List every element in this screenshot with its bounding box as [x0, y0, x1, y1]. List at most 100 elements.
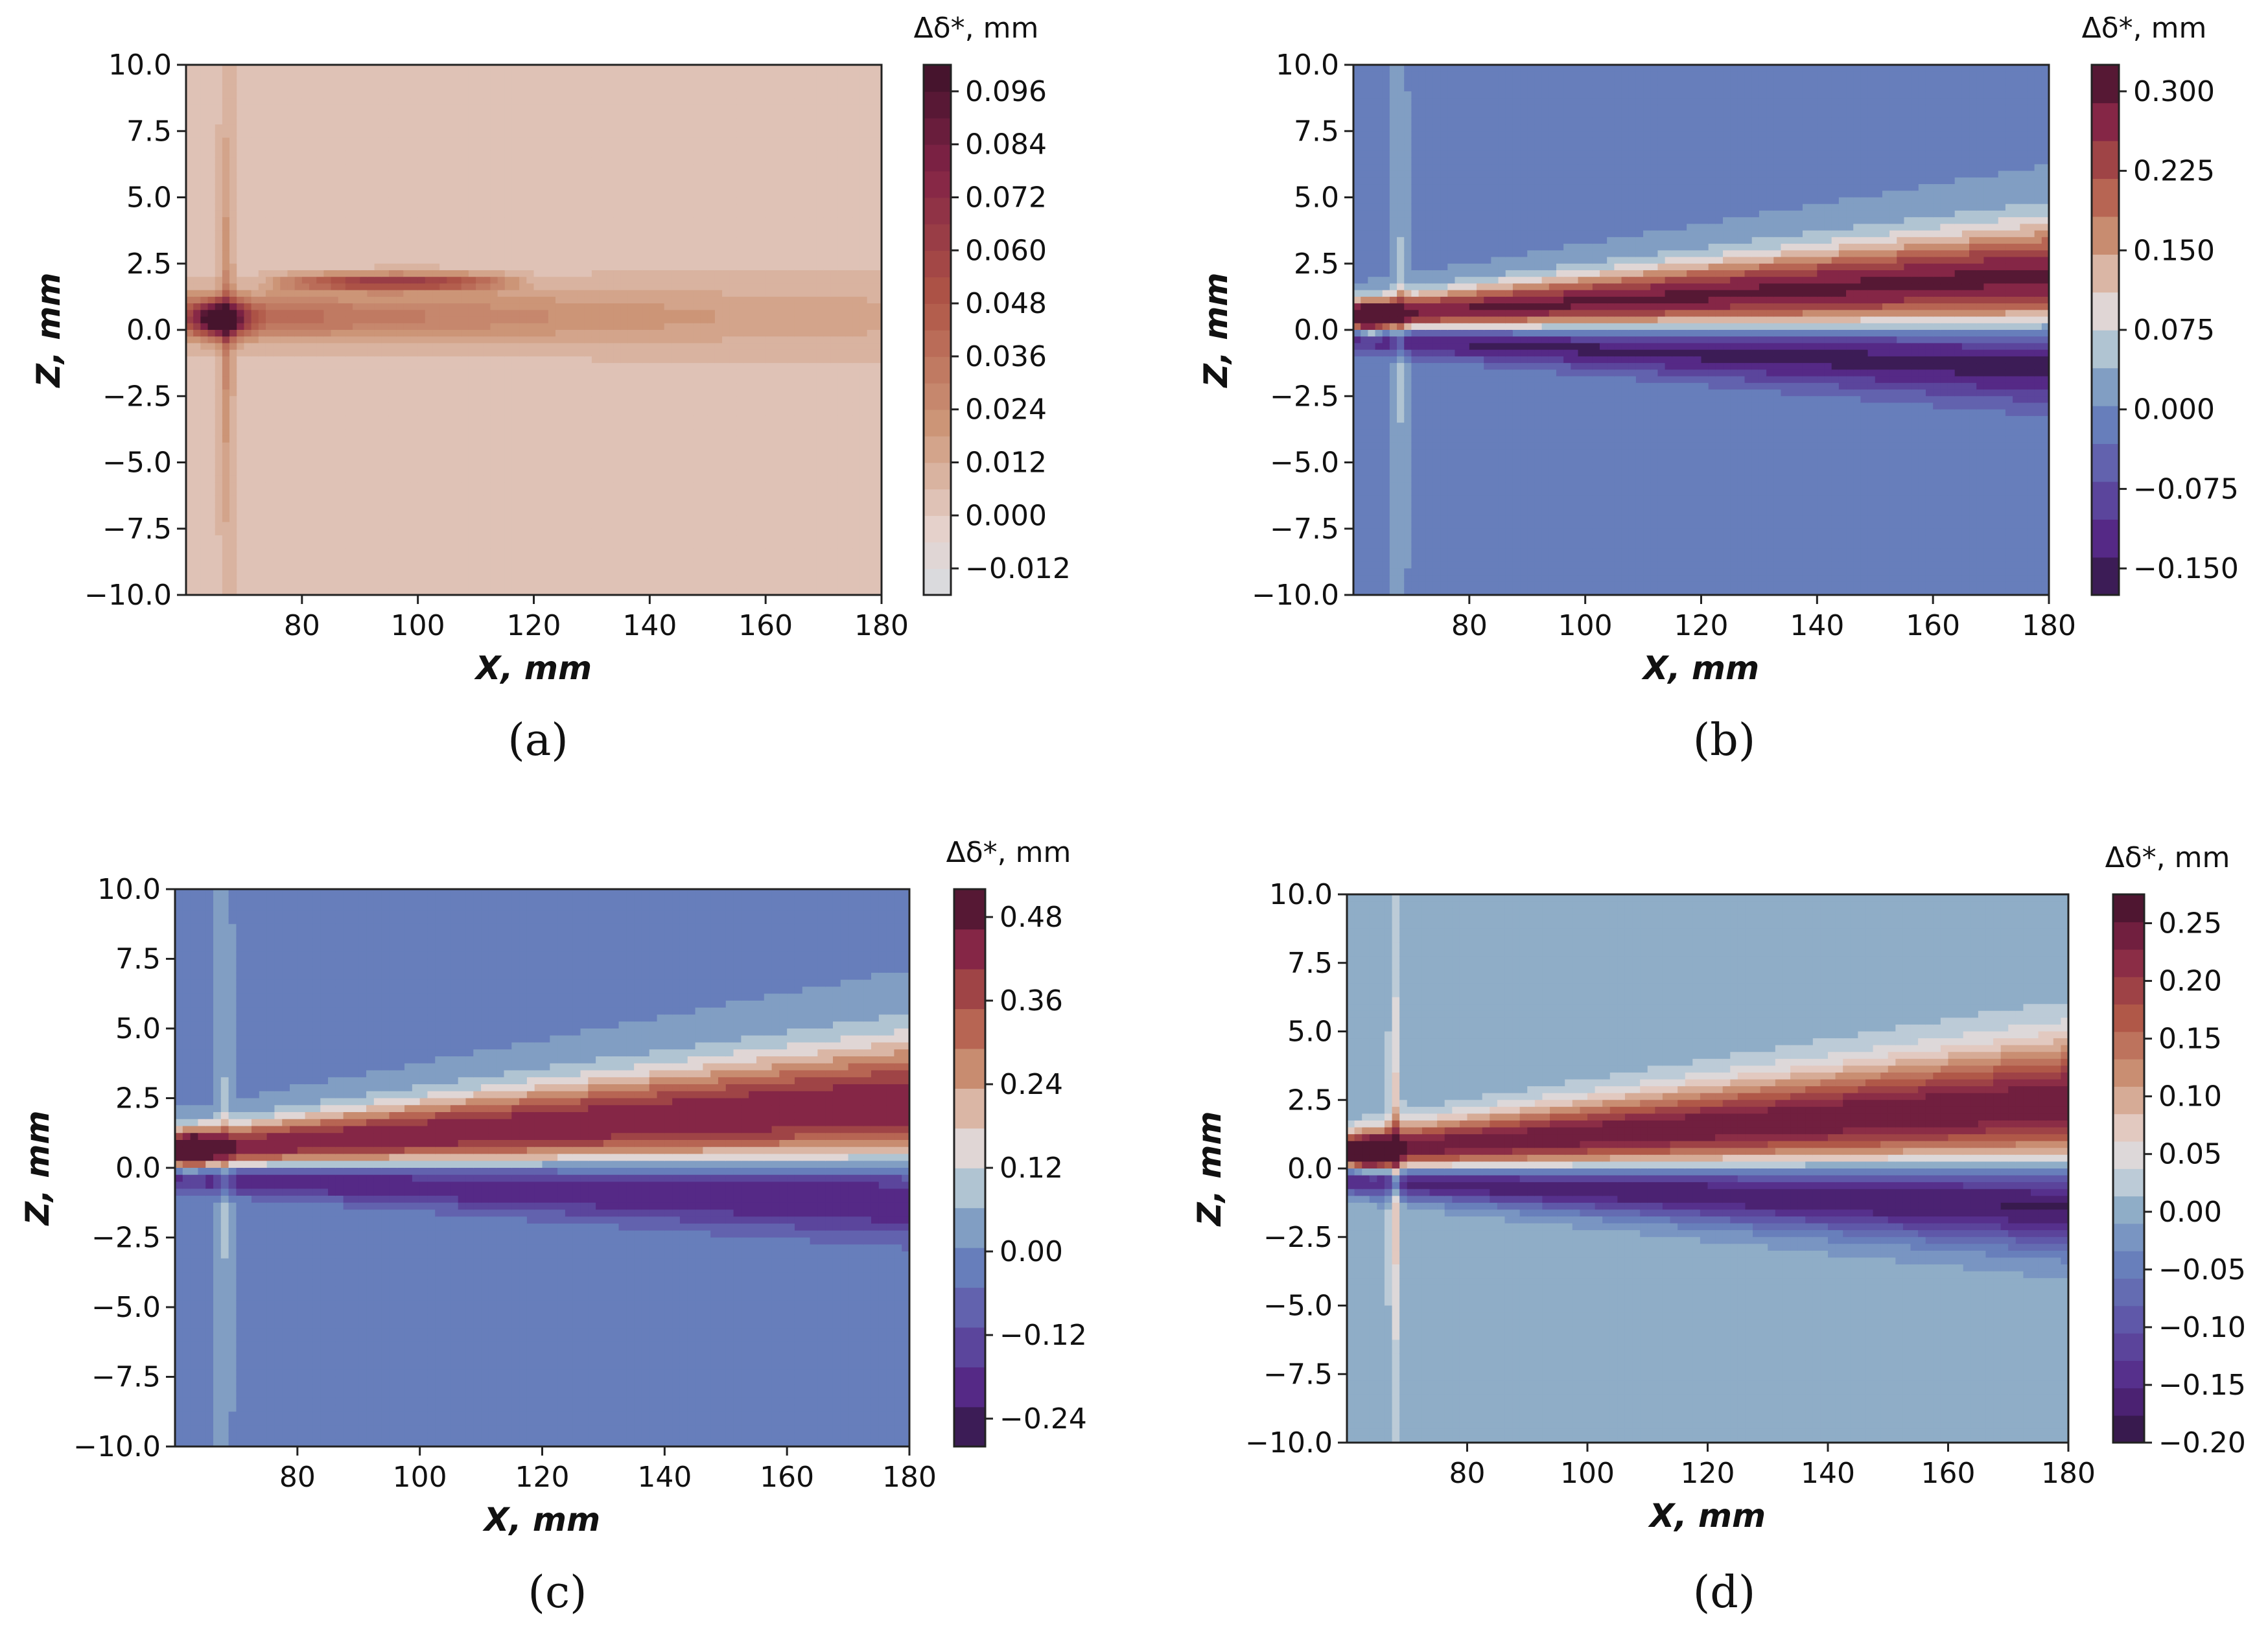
heatmap-cell [244, 383, 251, 390]
heatmap-cell [251, 336, 259, 343]
heatmap-cell [186, 350, 194, 357]
heatmap-cell [251, 124, 259, 132]
heatmap-cell [208, 542, 216, 549]
heatmap-cell [215, 436, 223, 443]
heatmap-cell [222, 78, 230, 85]
heatmap-cell [259, 211, 266, 218]
heatmap-cell [244, 509, 251, 516]
heatmap-cell [193, 396, 201, 403]
heatmap-cell [251, 250, 259, 257]
heatmap-cell [237, 522, 244, 529]
heatmap-cell [259, 277, 266, 284]
heatmap-cell [186, 582, 194, 589]
heatmap-cell [208, 264, 216, 271]
heatmap-cell [229, 575, 237, 582]
heatmap-cell [186, 555, 194, 563]
heatmap-cell [200, 522, 208, 529]
heatmap-cell [208, 582, 216, 589]
heatmap-cell [200, 548, 208, 555]
heatmap-cell [215, 217, 223, 224]
heatmap-cell [215, 496, 223, 503]
heatmap-cell [215, 137, 223, 145]
heatmap-cell [259, 310, 266, 317]
heatmap-cell [222, 575, 230, 582]
heatmap-cell [229, 257, 237, 264]
heatmap-cell [222, 204, 230, 211]
heatmap-cell [251, 436, 259, 443]
heatmap-cell [186, 198, 194, 205]
heatmap-cell [208, 270, 216, 277]
heatmap-cell [244, 104, 251, 111]
heatmap-cell [200, 257, 208, 264]
heatmap-cell [259, 389, 266, 397]
heatmap-cell [215, 283, 223, 290]
heatmap-cell [208, 151, 216, 158]
heatmap-cell [251, 290, 259, 297]
heatmap-cell [186, 463, 194, 470]
heatmap-cell [244, 555, 251, 563]
heatmap-cell [186, 476, 194, 483]
heatmap-cell [222, 171, 230, 178]
heatmap-cell [229, 389, 237, 397]
heatmap-cell [237, 463, 244, 470]
heatmap-cell [251, 118, 259, 125]
heatmap-cell [215, 118, 223, 125]
heatmap-cell [229, 356, 237, 364]
heatmap-cell [215, 171, 223, 178]
heatmap-cell [215, 383, 223, 390]
heatmap-cell [193, 429, 201, 436]
heatmap-cell [208, 137, 216, 145]
heatmap-cell [251, 317, 259, 324]
heatmap-cell [186, 283, 194, 290]
heatmap-cell [193, 137, 201, 145]
heatmap-cell [222, 211, 230, 218]
heatmap-cell [229, 469, 237, 476]
heatmap-cell [208, 383, 216, 390]
heatmap-cell [259, 137, 266, 145]
heatmap-cell [193, 283, 201, 290]
heatmap-cell [208, 124, 216, 132]
heatmap-cell [237, 509, 244, 516]
heatmap-cell [222, 91, 230, 99]
heatmap-cell [244, 496, 251, 503]
heatmap-cell [237, 496, 244, 503]
heatmap-cell [244, 343, 251, 350]
heatmap-cell [215, 575, 223, 582]
heatmap-cell [237, 157, 244, 165]
heatmap-cell [251, 191, 259, 198]
heatmap-cell [193, 423, 201, 430]
heatmap-cell [251, 496, 259, 503]
heatmap-cell [259, 85, 266, 92]
heatmap-cell [215, 529, 223, 536]
heatmap-cell [193, 555, 201, 563]
heatmap-cell [259, 323, 266, 331]
heatmap-cell [186, 91, 194, 99]
heatmap-cell [193, 297, 201, 304]
heatmap-cell [244, 336, 251, 343]
heatmap-cell [215, 396, 223, 403]
heatmap-cell [237, 264, 244, 271]
heatmap-cell [215, 515, 223, 522]
heatmap-cell [208, 231, 216, 238]
heatmap-cell [244, 164, 251, 171]
heatmap-cell [222, 277, 230, 284]
heatmap-cell [208, 303, 216, 310]
heatmap-cell [200, 456, 208, 463]
heatmap-cell [251, 78, 259, 85]
heatmap-cell [237, 356, 244, 364]
heatmap-cell [200, 71, 208, 78]
heatmap-cell [229, 277, 237, 284]
heatmap-cell [237, 224, 244, 231]
heatmap-cell [222, 191, 230, 198]
heatmap-cell [229, 330, 237, 337]
heatmap-cell [215, 65, 223, 72]
heatmap-cell [229, 178, 237, 185]
heatmap-cell [259, 178, 266, 185]
heatmap-cell [251, 463, 259, 470]
heatmap-cell [222, 137, 230, 145]
heatmap-cell [215, 178, 223, 185]
heatmap-cell [193, 369, 201, 377]
heatmap-cell [193, 250, 201, 257]
heatmap-cell [222, 356, 230, 364]
heatmap-cell [237, 402, 244, 410]
